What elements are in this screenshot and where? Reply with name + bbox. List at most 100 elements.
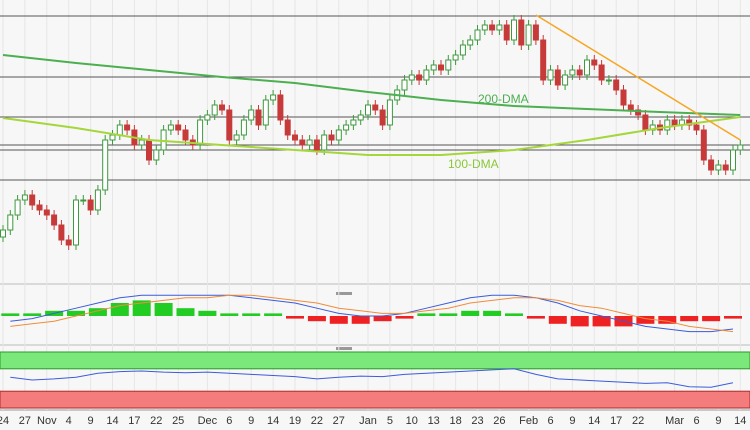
candle-body bbox=[518, 19, 525, 46]
moving-average bbox=[2, 116, 741, 156]
macd-histogram-bar bbox=[658, 316, 677, 324]
candle-body bbox=[408, 74, 415, 81]
candle-body bbox=[14, 199, 21, 216]
candle-body bbox=[467, 39, 474, 46]
candle-body bbox=[167, 124, 174, 131]
candle-body bbox=[401, 79, 408, 91]
x-tick-label: Mar bbox=[665, 415, 684, 427]
macd-histogram-bar bbox=[461, 310, 480, 316]
candle-body bbox=[65, 239, 72, 246]
x-tick-label: 19 bbox=[289, 415, 301, 427]
candle-body bbox=[584, 59, 590, 76]
panel-handle[interactable] bbox=[336, 292, 352, 295]
candle-body bbox=[430, 64, 437, 71]
x-tick-label: 13 bbox=[428, 415, 440, 427]
macd-histogram-bar bbox=[548, 316, 567, 324]
candle-body bbox=[277, 94, 284, 121]
candle-body bbox=[489, 24, 496, 31]
candle-body bbox=[605, 79, 612, 82]
macd-histogram-bar bbox=[286, 316, 304, 319]
x-tick-label: 9 bbox=[569, 415, 575, 427]
rsi-line bbox=[10, 368, 734, 388]
candle-body bbox=[452, 54, 459, 61]
macd-histogram-bar bbox=[176, 308, 195, 316]
macd-histogram-bar bbox=[67, 310, 85, 316]
candle-body bbox=[313, 139, 320, 151]
macd-histogram-bar bbox=[198, 310, 217, 316]
candle-body bbox=[423, 69, 430, 81]
macd-histogram-bar bbox=[264, 313, 283, 316]
candle-body bbox=[474, 29, 481, 41]
candle-body bbox=[262, 99, 269, 126]
x-tick-label: 22 bbox=[150, 415, 162, 427]
candle-body bbox=[182, 129, 189, 141]
candle-body bbox=[197, 119, 204, 146]
macd-histogram-bar bbox=[220, 313, 239, 316]
candle-body bbox=[511, 19, 517, 41]
macd-histogram-bar bbox=[702, 316, 721, 322]
candle-body bbox=[51, 214, 58, 226]
candle-body bbox=[102, 139, 109, 191]
candle-body bbox=[321, 134, 328, 151]
candle-body bbox=[379, 109, 386, 126]
candle-body bbox=[576, 69, 583, 76]
candle-body bbox=[328, 134, 335, 141]
macd-histogram-bar bbox=[570, 316, 589, 327]
candle-body bbox=[547, 69, 554, 81]
candle-body bbox=[80, 199, 87, 202]
panel-handle[interactable] bbox=[336, 347, 352, 350]
candle-body bbox=[627, 104, 634, 111]
x-tick-label: 17 bbox=[128, 415, 140, 427]
macd-histogram-bar bbox=[1, 313, 20, 316]
candle-body bbox=[248, 109, 255, 121]
candle-body bbox=[730, 149, 736, 171]
candle-body bbox=[591, 59, 598, 66]
candle-body bbox=[635, 109, 642, 116]
candle-body bbox=[708, 159, 715, 171]
candle-body bbox=[116, 124, 123, 136]
macd-line bbox=[10, 294, 734, 333]
macd-histogram-bar bbox=[154, 303, 173, 316]
x-tick-label: 9 bbox=[248, 415, 254, 427]
trendline bbox=[535, 14, 741, 141]
candle-body bbox=[58, 224, 65, 241]
x-tick-label: 25 bbox=[172, 415, 184, 427]
candle-body bbox=[459, 44, 466, 56]
x-tick-label: Feb bbox=[519, 415, 538, 427]
candle-body bbox=[693, 124, 700, 131]
candle-body bbox=[372, 104, 379, 111]
candle-body bbox=[525, 24, 532, 46]
candle-body bbox=[532, 24, 539, 41]
candle-body bbox=[29, 194, 36, 206]
macd-histogram-bar bbox=[351, 316, 370, 324]
candle-body bbox=[540, 39, 547, 81]
candle-body bbox=[715, 164, 722, 171]
x-tick-label: 9 bbox=[88, 415, 94, 427]
x-tick-label: 27 bbox=[333, 415, 345, 427]
x-tick-label: 24 bbox=[0, 415, 9, 427]
candle-body bbox=[386, 99, 393, 126]
x-tick-label: 14 bbox=[267, 415, 279, 427]
x-tick-label: 6 bbox=[693, 415, 699, 427]
candle-body bbox=[255, 109, 262, 126]
candle-body bbox=[240, 119, 247, 136]
candle-body bbox=[299, 139, 306, 146]
x-tick-label: 22 bbox=[632, 415, 644, 427]
candle-body bbox=[270, 94, 277, 101]
x-tick-label: 26 bbox=[493, 415, 505, 427]
candle-body bbox=[700, 129, 707, 161]
candle-body bbox=[21, 194, 28, 201]
x-tick-label: 5 bbox=[387, 415, 393, 427]
x-tick-label: 14 bbox=[588, 415, 600, 427]
candle-body bbox=[306, 139, 313, 146]
macd-histogram-bar bbox=[329, 316, 348, 324]
candle-body bbox=[335, 129, 342, 141]
macd-histogram-bar bbox=[88, 308, 107, 316]
x-tick-label: 18 bbox=[449, 415, 461, 427]
x-tick-label: 10 bbox=[406, 415, 418, 427]
x-tick-label: 23 bbox=[471, 415, 483, 427]
macd-histogram-bar bbox=[592, 316, 611, 327]
overbought-zone bbox=[0, 351, 750, 370]
macd-histogram-bar bbox=[724, 316, 742, 319]
